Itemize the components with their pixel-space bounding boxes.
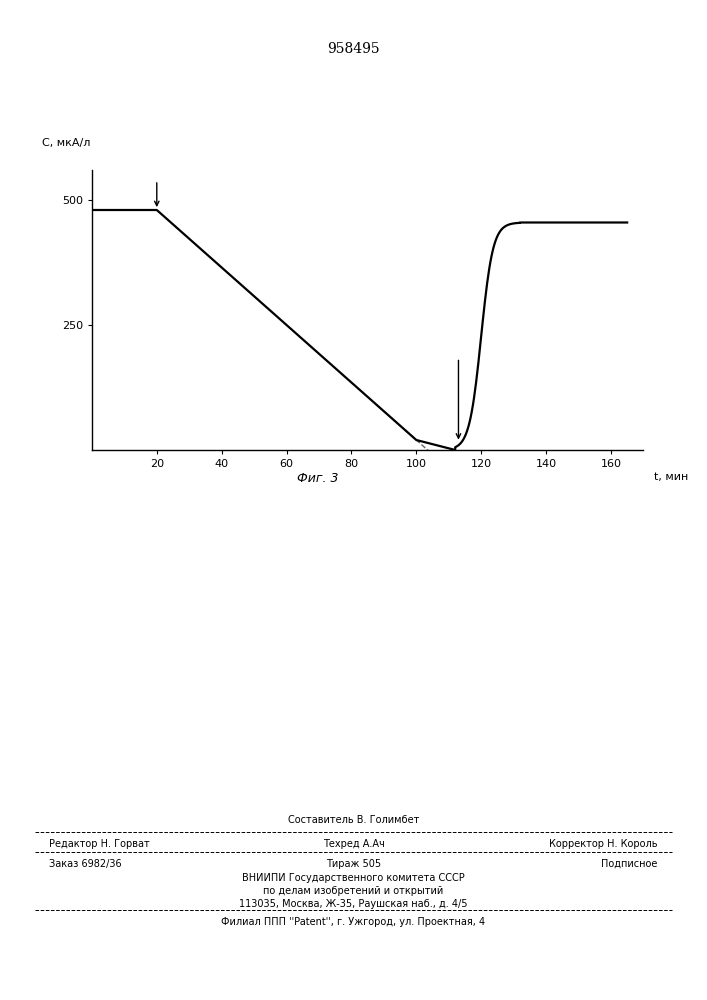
Text: 958495: 958495 — [327, 42, 380, 56]
Text: по делам изобретений и открытий: по делам изобретений и открытий — [264, 886, 443, 896]
Text: Фиг. 3: Фиг. 3 — [298, 472, 339, 485]
Text: 113035, Москва, Ж-35, Раушская наб., д. 4/5: 113035, Москва, Ж-35, Раушская наб., д. … — [239, 899, 468, 909]
Text: Техред А.Ач: Техред А.Ач — [322, 839, 385, 849]
Text: Составитель В. Голимбет: Составитель В. Голимбет — [288, 815, 419, 825]
Text: Подписное: Подписное — [601, 859, 658, 869]
Text: Корректор Н. Король: Корректор Н. Король — [549, 839, 658, 849]
Text: Филиал ППП ''Patent'', г. Ужгород, ул. Проектная, 4: Филиал ППП ''Patent'', г. Ужгород, ул. П… — [221, 917, 486, 927]
Text: ВНИИПИ Государственного комитета СССР: ВНИИПИ Государственного комитета СССР — [242, 873, 465, 883]
Text: Редактор Н. Горват: Редактор Н. Горват — [49, 839, 151, 849]
Text: t, мин: t, мин — [655, 472, 689, 482]
Text: Заказ 6982/36: Заказ 6982/36 — [49, 859, 122, 869]
Text: Тираж 505: Тираж 505 — [326, 859, 381, 869]
Text: C, мкА/л: C, мкА/л — [42, 138, 90, 148]
